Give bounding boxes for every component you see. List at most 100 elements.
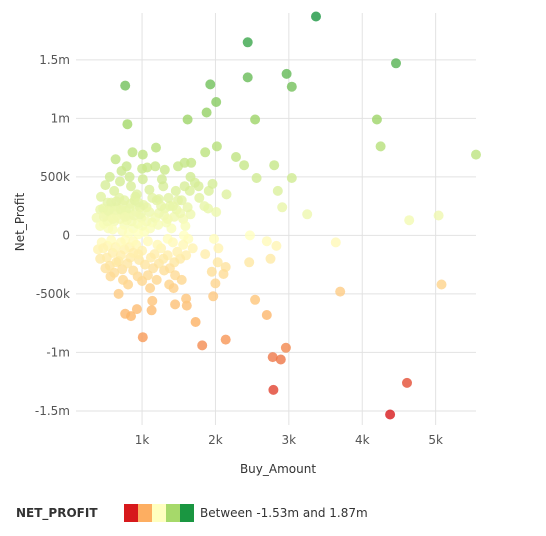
- data-point[interactable]: [96, 191, 106, 202]
- data-point[interactable]: [209, 233, 219, 244]
- data-point[interactable]: [277, 202, 288, 213]
- data-point[interactable]: [128, 265, 139, 276]
- data-point[interactable]: [162, 214, 173, 224]
- data-point[interactable]: [151, 142, 161, 153]
- data-point[interactable]: [203, 203, 214, 214]
- data-point[interactable]: [200, 147, 211, 158]
- data-point[interactable]: [179, 181, 190, 192]
- data-point[interactable]: [91, 212, 102, 223]
- data-point[interactable]: [186, 157, 197, 168]
- data-point[interactable]: [140, 259, 150, 270]
- data-point[interactable]: [151, 274, 162, 285]
- data-point[interactable]: [113, 288, 124, 299]
- data-point[interactable]: [178, 239, 189, 250]
- data-point[interactable]: [268, 384, 279, 395]
- data-point[interactable]: [115, 237, 126, 248]
- data-point[interactable]: [197, 340, 208, 351]
- data-point[interactable]: [220, 334, 231, 345]
- data-point[interactable]: [137, 221, 148, 231]
- data-point[interactable]: [128, 236, 139, 247]
- data-point[interactable]: [117, 225, 128, 236]
- data-point[interactable]: [286, 173, 297, 183]
- data-point[interactable]: [127, 147, 138, 158]
- data-point[interactable]: [210, 278, 221, 289]
- data-point[interactable]: [163, 192, 174, 203]
- data-point[interactable]: [242, 37, 253, 48]
- data-point[interactable]: [471, 149, 481, 160]
- data-point[interactable]: [271, 240, 282, 251]
- data-point[interactable]: [137, 149, 148, 160]
- data-point[interactable]: [159, 265, 170, 276]
- data-point[interactable]: [105, 271, 116, 282]
- data-point[interactable]: [137, 163, 148, 174]
- data-point[interactable]: [147, 295, 158, 306]
- data-point[interactable]: [250, 294, 261, 305]
- data-point[interactable]: [144, 184, 155, 195]
- data-point[interactable]: [170, 299, 181, 310]
- data-point[interactable]: [133, 249, 144, 260]
- data-point[interactable]: [122, 258, 133, 269]
- data-point[interactable]: [111, 196, 122, 207]
- data-point[interactable]: [156, 201, 167, 212]
- data-point[interactable]: [212, 257, 223, 268]
- data-point[interactable]: [118, 274, 128, 285]
- data-point[interactable]: [145, 252, 156, 263]
- data-point[interactable]: [244, 257, 255, 268]
- data-point[interactable]: [175, 208, 186, 219]
- data-point[interactable]: [206, 266, 217, 277]
- data-point[interactable]: [137, 174, 148, 185]
- data-point[interactable]: [172, 246, 183, 257]
- data-point[interactable]: [146, 305, 157, 316]
- data-point[interactable]: [242, 72, 253, 83]
- data-point[interactable]: [133, 229, 144, 240]
- data-point[interactable]: [375, 141, 386, 152]
- data-point[interactable]: [133, 197, 144, 208]
- data-point[interactable]: [391, 58, 401, 69]
- data-point[interactable]: [126, 181, 136, 192]
- data-point[interactable]: [244, 230, 255, 241]
- data-point[interactable]: [213, 243, 224, 254]
- data-point[interactable]: [330, 237, 341, 248]
- data-point[interactable]: [261, 236, 272, 247]
- data-point[interactable]: [167, 237, 178, 248]
- data-point[interactable]: [167, 201, 178, 212]
- data-point[interactable]: [152, 239, 163, 250]
- data-point[interactable]: [110, 154, 121, 165]
- data-point[interactable]: [269, 160, 280, 171]
- data-point[interactable]: [95, 221, 106, 231]
- data-point[interactable]: [142, 236, 153, 247]
- data-point[interactable]: [205, 79, 216, 90]
- data-point[interactable]: [101, 252, 112, 263]
- data-point[interactable]: [137, 332, 148, 343]
- data-point[interactable]: [250, 114, 261, 125]
- data-point[interactable]: [131, 304, 142, 315]
- data-point[interactable]: [182, 202, 193, 213]
- data-point[interactable]: [104, 171, 115, 182]
- data-point[interactable]: [272, 185, 283, 196]
- data-point[interactable]: [182, 114, 193, 125]
- data-point[interactable]: [335, 286, 346, 297]
- data-point[interactable]: [173, 161, 183, 172]
- data-point[interactable]: [286, 81, 297, 92]
- data-point[interactable]: [190, 317, 201, 327]
- data-point[interactable]: [221, 189, 232, 200]
- data-point[interactable]: [124, 171, 135, 182]
- data-point[interactable]: [120, 80, 131, 91]
- data-point[interactable]: [404, 215, 415, 226]
- data-point[interactable]: [111, 257, 122, 268]
- data-point[interactable]: [275, 354, 286, 365]
- data-point[interactable]: [122, 119, 133, 130]
- data-point[interactable]: [145, 283, 156, 294]
- data-point[interactable]: [120, 308, 131, 319]
- data-point[interactable]: [180, 221, 191, 231]
- data-point[interactable]: [251, 173, 262, 183]
- data-point[interactable]: [181, 293, 192, 304]
- data-point[interactable]: [176, 274, 187, 285]
- data-point[interactable]: [116, 166, 127, 176]
- data-point[interactable]: [433, 210, 444, 221]
- data-point[interactable]: [109, 185, 120, 196]
- data-point[interactable]: [231, 152, 241, 162]
- data-point[interactable]: [168, 283, 179, 294]
- data-point[interactable]: [207, 178, 218, 189]
- data-point[interactable]: [148, 263, 159, 274]
